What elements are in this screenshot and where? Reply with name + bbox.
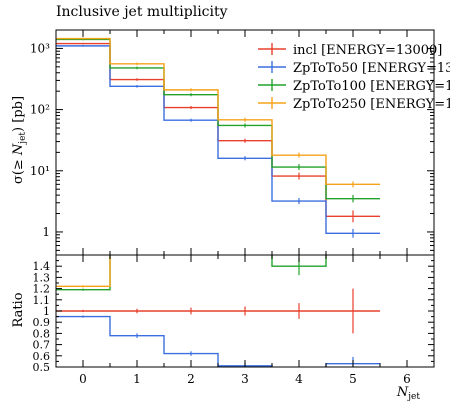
legend-label: ZpToTo100 [ENERGY=13000] — [293, 79, 450, 94]
x-axis-label: Njet — [396, 385, 420, 402]
main-y-tick-label: 10¹ — [30, 164, 50, 178]
ratio-y-tick-label: 0.9 — [33, 316, 51, 329]
legend-entry: ZpToTo250 [ENERGY=13000] — [258, 97, 450, 112]
main-y-tick-label: 10² — [30, 103, 50, 117]
series-3-main-step — [56, 37, 380, 186]
series-1-ratio-step — [56, 315, 380, 367]
ratio-y-tick-label: 1.3 — [33, 271, 51, 284]
legend-entry: incl [ENERGY=13000] — [258, 43, 442, 58]
main-y-tick-label: 1 — [42, 225, 50, 239]
x-tick-label: 0 — [79, 372, 87, 386]
x-tick-label: 6 — [403, 372, 411, 386]
main-y-axis-label: σ(≥ Njet) [pb] — [11, 96, 28, 184]
ratio-y-tick-label: 0.8 — [33, 327, 51, 340]
x-tick-label: 1 — [133, 372, 141, 386]
chart-title: Inclusive jet multiplicity — [56, 4, 228, 20]
legend-label: incl [ENERGY=13000] — [293, 43, 442, 58]
ratio-y-tick-label: 0.6 — [33, 350, 51, 363]
x-tick-label: 2 — [187, 372, 195, 386]
svg-text:σ(≥ Njet) [pb]: σ(≥ Njet) [pb] — [11, 96, 28, 184]
legend-entry: ZpToTo50 [ENERGY=13000] — [258, 61, 450, 76]
legend-label: ZpToTo50 [ENERGY=13000] — [293, 61, 450, 76]
x-tick-label: 4 — [295, 372, 303, 386]
ratio-y-axis-label: Ratio — [11, 292, 26, 327]
x-tick-label: 3 — [241, 372, 249, 386]
ratio-y-tick-label: 1 — [43, 305, 50, 318]
series-1-main-step — [56, 45, 380, 235]
ratio-y-tick-label: 0.5 — [33, 361, 51, 374]
legend-entry: ZpToTo100 [ENERGY=13000] — [258, 79, 450, 94]
svg-text:Njet: Njet — [396, 385, 420, 402]
ratio-y-tick-label: 1.1 — [33, 294, 51, 307]
ratio-y-tick-label: 0.7 — [33, 339, 51, 352]
ratio-y-tick-label: 1.4 — [33, 260, 51, 273]
main-panel-series — [56, 37, 380, 238]
ratio-y-tick-label: 1.2 — [33, 283, 51, 296]
legend-label: ZpToTo250 [ENERGY=13000] — [293, 97, 450, 112]
series-2-ratio-step — [56, 255, 327, 291]
main-y-tick-label: 10³ — [30, 41, 50, 55]
x-tick-label: 5 — [349, 372, 357, 386]
legend: incl [ENERGY=13000] ZpToTo50 [ENERGY=1300… — [258, 43, 450, 112]
ratio-panel-frame — [55, 254, 435, 368]
